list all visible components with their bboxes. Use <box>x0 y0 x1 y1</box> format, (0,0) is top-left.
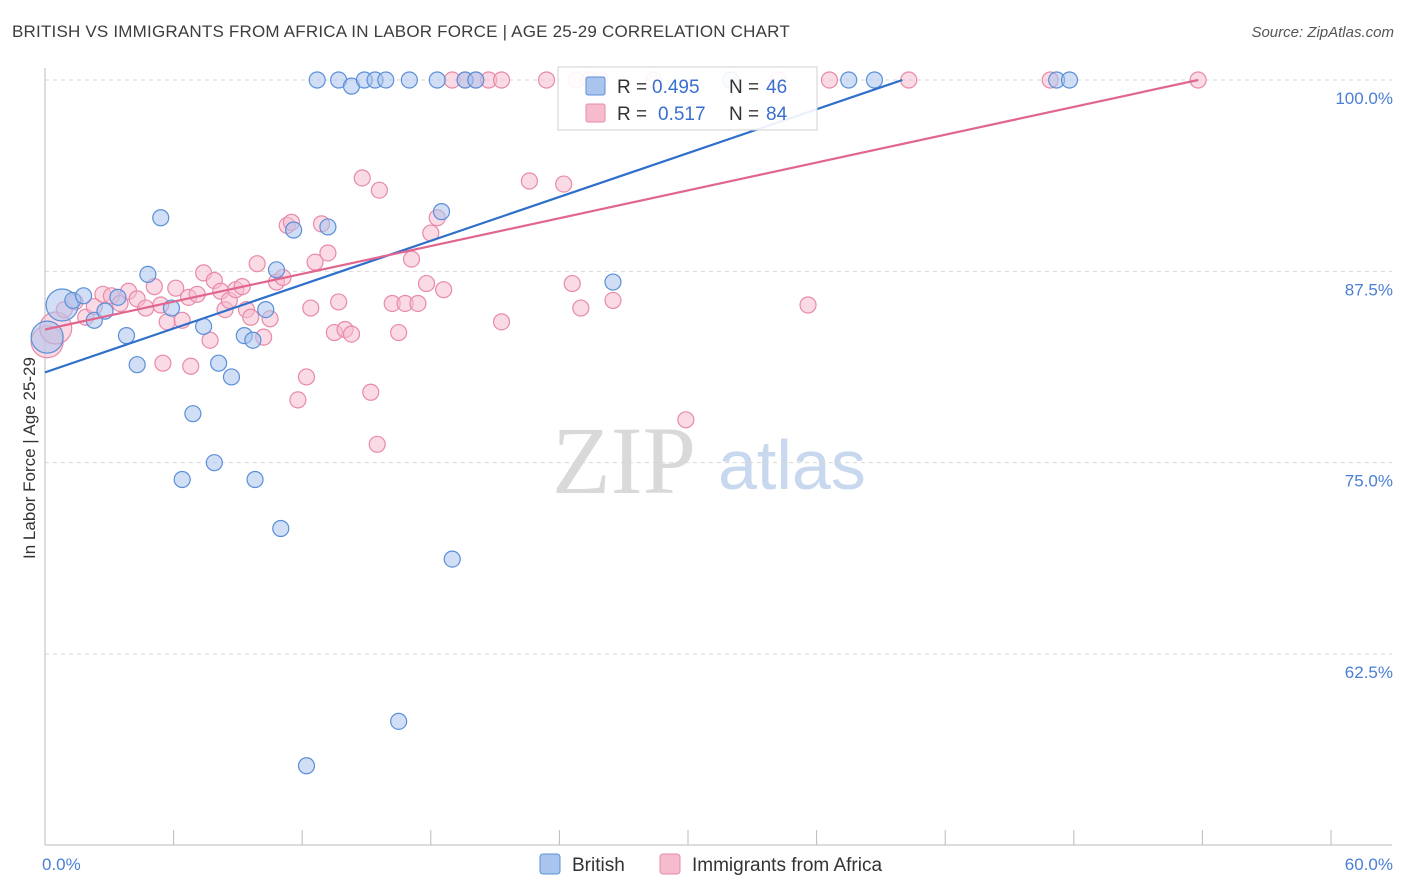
africa-point <box>492 71 511 89</box>
africa-point <box>563 274 581 293</box>
africa-point <box>330 293 348 311</box>
africa-point <box>390 323 408 342</box>
africa-point <box>520 172 538 190</box>
africa-point <box>799 296 817 314</box>
legend-r-value-british: 0.495 <box>652 77 700 98</box>
legend-r-value-africa: 0.517 <box>658 104 706 125</box>
british-point <box>30 320 64 354</box>
british-point <box>257 301 275 319</box>
africa-point <box>370 181 388 199</box>
africa-point <box>572 299 590 317</box>
legend-n-value-africa: 84 <box>766 104 788 125</box>
africa-point <box>154 354 172 372</box>
british-point <box>117 327 136 345</box>
legend-r-label-africa: R = <box>617 104 647 125</box>
british-point <box>319 218 337 236</box>
british-point <box>285 221 303 239</box>
africa-point <box>353 169 371 187</box>
british-point <box>139 265 157 283</box>
africa-point <box>368 435 386 453</box>
british-point <box>865 71 884 89</box>
legend-n-label-british: N = <box>729 77 759 98</box>
y-tick-label: 87.5% <box>1345 280 1393 299</box>
british-point <box>246 470 264 489</box>
british-point <box>272 519 290 538</box>
watermark-atlas: atlas <box>718 426 866 504</box>
y-tick-labels: 62.5% 75.0% 87.5% 100.0% <box>1335 89 1393 682</box>
africa-trend-line <box>44 78 1199 331</box>
legend-swatch-africa <box>585 103 606 123</box>
y-tick-label: 75.0% <box>1345 472 1393 491</box>
british-point <box>297 757 316 775</box>
british-point <box>244 331 262 349</box>
africa-point <box>319 244 337 262</box>
y-tick-label: 62.5% <box>1345 663 1393 682</box>
y-axis-title: In Labor Force | Age 25-29 <box>20 357 39 559</box>
bottom-legend-swatch-british <box>539 853 561 875</box>
british-point <box>390 712 408 730</box>
x-tick-labels: 0.0% 60.0% <box>42 855 1393 874</box>
x-tick-label: 60.0% <box>1345 855 1393 874</box>
british-point <box>184 405 202 423</box>
legend-n-value-british: 46 <box>766 77 787 98</box>
y-tick-label: 100.0% <box>1335 89 1393 108</box>
africa-point <box>677 411 695 429</box>
africa-point <box>248 255 266 273</box>
british-point <box>377 71 395 89</box>
africa-point <box>402 250 421 268</box>
british-point <box>428 71 446 89</box>
africa-point <box>409 294 427 313</box>
british-point <box>74 287 93 305</box>
africa-point <box>820 71 839 89</box>
british-point <box>173 470 191 489</box>
africa-point <box>492 313 511 331</box>
legend-n-label-africa: N = <box>729 104 759 125</box>
africa-point <box>362 383 380 401</box>
africa-point <box>555 175 573 193</box>
british-point <box>1060 71 1079 89</box>
british-point <box>128 356 146 374</box>
british-point <box>432 203 451 221</box>
axes <box>44 68 1392 846</box>
africa-point <box>201 331 219 349</box>
british-point <box>400 71 418 89</box>
british-point <box>467 71 485 89</box>
british-point <box>152 209 170 227</box>
africa-point <box>435 281 453 299</box>
legend-r-label-british: R = <box>617 77 647 98</box>
british-point <box>308 71 326 89</box>
x-tick-label: 0.0% <box>42 855 81 874</box>
source-credit: Source: ZipAtlas.com <box>1251 24 1394 41</box>
africa-point <box>417 274 436 293</box>
africa-point <box>242 308 260 326</box>
africa-point <box>604 291 622 310</box>
africa-point <box>289 391 307 409</box>
africa-point <box>342 325 361 343</box>
africa-point <box>537 71 556 89</box>
legend-box: R = 0.495 N = 46 R = 0.517 N = 84 <box>557 66 818 131</box>
bottom-legend-label-british: British <box>572 855 625 876</box>
british-point <box>840 71 858 89</box>
africa-point <box>167 279 185 297</box>
chart-title: BRITISH VS IMMIGRANTS FROM AFRICA IN LAB… <box>12 22 790 41</box>
bottom-legend: British Immigrants from Africa <box>539 853 882 876</box>
british-point <box>222 368 241 386</box>
british-point <box>210 354 228 372</box>
africa-point <box>182 357 200 375</box>
africa-point <box>302 299 320 317</box>
british-point <box>267 261 286 279</box>
watermark-zip: ZIP <box>552 407 696 514</box>
bottom-legend-label-africa: Immigrants from Africa <box>692 855 882 876</box>
bottom-legend-swatch-africa <box>659 853 681 875</box>
africa-point <box>900 71 918 89</box>
series-british <box>30 71 1079 775</box>
british-point <box>443 550 461 568</box>
gridlines <box>45 79 1392 655</box>
legend-swatch-british <box>585 76 606 96</box>
africa-point <box>297 368 316 386</box>
british-point <box>604 273 622 291</box>
british-point <box>205 454 223 472</box>
british-point <box>109 288 127 306</box>
